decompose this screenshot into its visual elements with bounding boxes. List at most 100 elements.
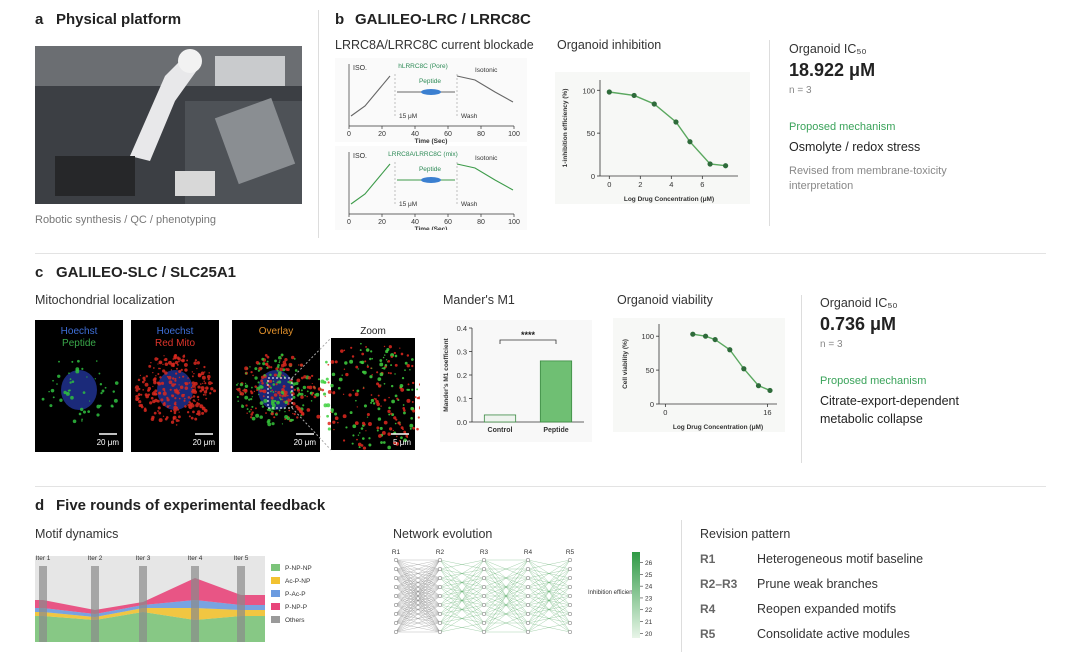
node <box>437 629 443 635</box>
edge <box>395 559 441 579</box>
signal <box>211 382 213 385</box>
x-tick-label: 0 <box>607 180 611 189</box>
data-point <box>722 163 729 169</box>
signal <box>277 356 282 360</box>
signal <box>259 389 263 393</box>
signal <box>98 372 101 375</box>
signal <box>278 394 282 397</box>
signal <box>246 412 248 415</box>
signal <box>71 380 75 383</box>
edge <box>527 559 571 606</box>
subtitle: Organoid inhibition <box>557 38 662 52</box>
signal <box>327 421 331 426</box>
signal <box>69 381 72 384</box>
signal <box>317 378 321 381</box>
signal <box>412 409 416 413</box>
signal <box>388 396 390 399</box>
signal <box>393 416 397 420</box>
bar <box>483 414 517 423</box>
signal <box>250 416 253 419</box>
signal <box>399 347 401 349</box>
signal <box>286 394 289 397</box>
node <box>567 629 573 635</box>
signal <box>345 372 349 377</box>
signal <box>178 397 181 400</box>
signal <box>190 402 193 405</box>
signal <box>104 386 107 389</box>
data-point <box>712 336 718 343</box>
signal <box>189 397 192 400</box>
signal <box>250 413 254 416</box>
node <box>393 566 399 572</box>
y-tick-label: 100 <box>641 332 654 341</box>
signal <box>249 366 251 368</box>
signal <box>274 390 277 393</box>
signal <box>280 390 284 394</box>
signal <box>412 426 415 430</box>
signal <box>277 371 282 375</box>
panel-label: b <box>335 11 345 28</box>
signal <box>360 427 364 430</box>
signal <box>195 403 199 408</box>
signal <box>394 354 398 358</box>
signal <box>266 420 270 424</box>
x-tick-label: 0 <box>663 408 667 417</box>
signal <box>194 359 198 362</box>
node <box>481 557 487 563</box>
signal <box>236 395 239 399</box>
y-axis-label: Cell viability (%) <box>622 339 629 389</box>
signal <box>282 374 284 377</box>
subtitle: Network evolution <box>393 527 493 541</box>
signal <box>178 376 181 379</box>
signal <box>192 399 195 402</box>
node <box>567 584 573 590</box>
signal <box>172 415 177 420</box>
signal <box>186 359 189 362</box>
divider <box>769 40 770 226</box>
edge <box>439 559 485 570</box>
signal <box>153 411 157 415</box>
signal <box>394 422 397 425</box>
signal <box>402 404 405 406</box>
stream-band <box>35 578 265 614</box>
signal <box>150 396 154 400</box>
signal <box>277 380 282 384</box>
edge <box>395 595 441 633</box>
x-tick-label: 16 <box>763 408 771 417</box>
signal <box>137 393 141 396</box>
revision-text: Consolidate active modules <box>757 627 910 641</box>
node <box>437 611 443 617</box>
signal <box>272 380 275 383</box>
signal <box>173 408 177 412</box>
signal <box>179 389 181 391</box>
signal <box>275 412 278 415</box>
colorbar-tick-label: 25 <box>645 572 653 579</box>
signal <box>174 377 177 380</box>
colorbar-tick-label: 20 <box>645 631 653 638</box>
edge <box>483 559 529 633</box>
node <box>437 575 443 581</box>
signal <box>253 390 256 393</box>
signal <box>416 396 419 400</box>
signal <box>325 377 329 381</box>
signal <box>352 434 355 437</box>
signal <box>184 368 188 372</box>
node <box>567 557 573 563</box>
signal <box>144 393 148 397</box>
signal <box>273 416 276 419</box>
signal <box>178 391 180 394</box>
signal <box>206 374 211 379</box>
revision-key: R1 <box>700 552 716 566</box>
signal <box>184 386 189 390</box>
signal <box>175 367 178 370</box>
signal <box>369 375 373 379</box>
signal <box>411 401 414 404</box>
signal <box>143 408 147 413</box>
signal <box>376 429 379 432</box>
signal <box>377 394 380 397</box>
x-tick-label: 4 <box>669 180 673 189</box>
edge <box>527 586 571 633</box>
signal <box>323 403 328 408</box>
signal <box>401 377 405 380</box>
node <box>437 566 443 572</box>
